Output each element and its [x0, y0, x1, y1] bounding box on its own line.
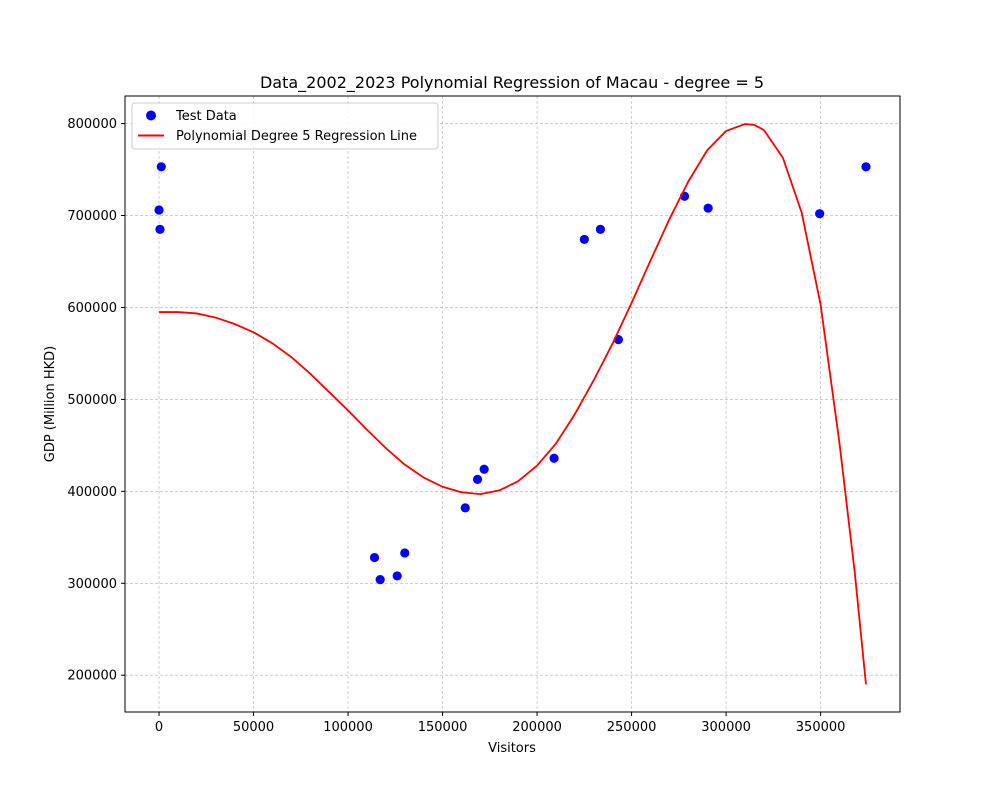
- x-tick-label: 300000: [701, 720, 751, 735]
- data-point: [479, 464, 489, 474]
- data-point: [400, 548, 410, 558]
- legend-box: [131, 102, 439, 150]
- data-point: [472, 474, 483, 484]
- legend-marker-test-data: [146, 110, 156, 121]
- y-tick-label: 500000: [67, 393, 117, 408]
- x-axis-label: Visitors: [488, 741, 536, 756]
- data-point: [155, 224, 165, 234]
- series: [154, 123, 871, 685]
- x-tick-label: 50000: [233, 720, 274, 735]
- axis-ticks: 0 50000 100000 150000 200000 250000 300000 3500…: [67, 117, 845, 735]
- y-tick-label: 600000: [67, 301, 117, 316]
- y-axis-label: GDP (Million HKD): [43, 346, 58, 463]
- data-point: [375, 575, 385, 585]
- x-tick-label: 200000: [512, 720, 562, 735]
- data-point: [595, 224, 605, 234]
- data-point: [460, 503, 470, 513]
- x-tick-label: 100000: [323, 720, 373, 735]
- x-tick-label: 0: [155, 720, 163, 735]
- y-tick-label: 400000: [67, 485, 117, 500]
- data-point: [156, 162, 166, 172]
- x-tick-label: 150000: [418, 720, 468, 735]
- data-point: [392, 571, 402, 581]
- data-point: [861, 162, 871, 172]
- data-point: [815, 209, 825, 219]
- x-tick-label: 350000: [796, 720, 846, 735]
- chart-title: Data_2002_2023 Polynomial Regression of …: [260, 73, 764, 93]
- y-tick-label: 800000: [67, 117, 117, 132]
- regression-line: [159, 123, 867, 685]
- data-point: [579, 234, 589, 245]
- data-point: [549, 453, 559, 463]
- y-tick-label: 300000: [67, 577, 117, 592]
- data-point: [703, 203, 713, 213]
- y-tick-label: 200000: [67, 669, 117, 684]
- y-tick-label: 700000: [67, 209, 117, 224]
- legend-label-regression-line: Polynomial Degree 5 Regression Line: [176, 129, 417, 144]
- legend: Test Data Polynomial Degree 5 Regression…: [131, 102, 439, 150]
- data-point: [154, 205, 164, 215]
- data-point: [369, 552, 380, 563]
- x-tick-label: 250000: [607, 720, 657, 735]
- plot-frame: [124, 95, 901, 713]
- grid: [125, 96, 900, 712]
- legend-label-test-data: Test Data: [175, 109, 237, 124]
